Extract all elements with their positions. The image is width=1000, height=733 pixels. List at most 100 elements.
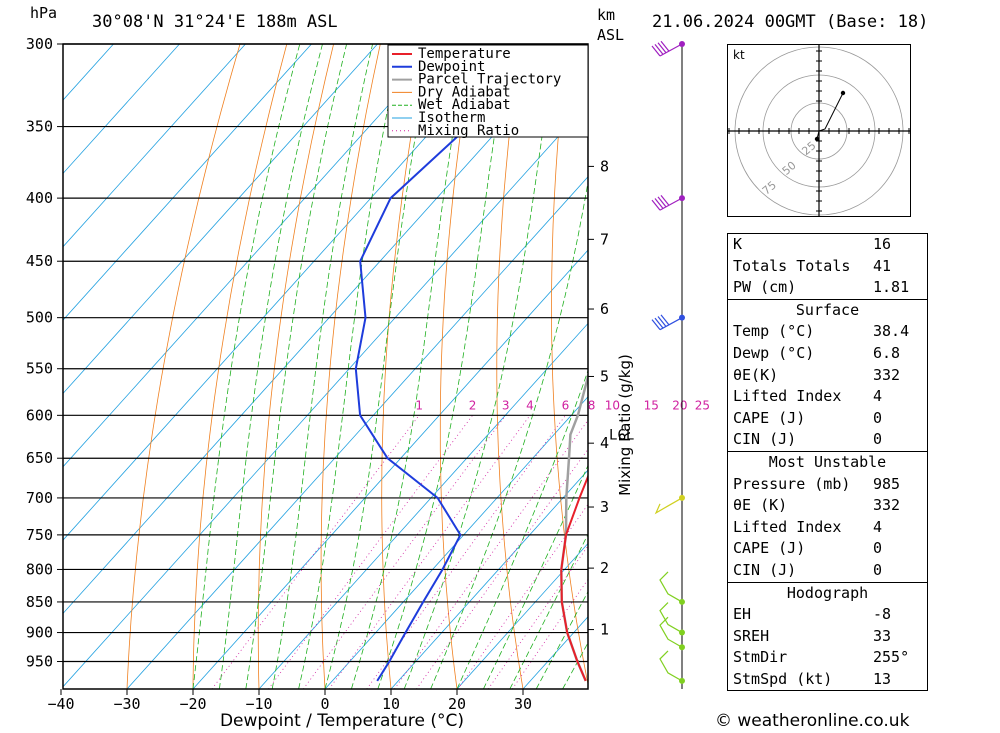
most-unstable-index-label: θE (K) bbox=[733, 496, 788, 515]
hodograph-ring-label: 50 bbox=[780, 159, 799, 178]
hodograph-index-value: 33 bbox=[873, 626, 892, 645]
isotherm-line bbox=[63, 44, 576, 615]
index-label: PW (cm) bbox=[733, 278, 797, 297]
x-axis-label: Dewpoint / Temperature (°C) bbox=[220, 711, 464, 731]
mixing-ratio-label: 20 bbox=[672, 398, 687, 412]
legend-entry: Dewpoint bbox=[418, 59, 485, 75]
hodograph-index-label: SREH bbox=[733, 626, 770, 645]
wet-adiabat-line bbox=[483, 464, 588, 689]
pressure-tick-label: 750 bbox=[26, 526, 53, 544]
wind-barb bbox=[651, 314, 683, 331]
pressure-tick-label: 300 bbox=[26, 35, 53, 53]
datetime-title: 21.06.2024 00GMT (Base: 18) bbox=[652, 12, 929, 32]
temperature-tick-label: −40 bbox=[47, 695, 74, 713]
km-tick-label: 1 bbox=[600, 621, 609, 639]
dry-adiabat-line bbox=[656, 44, 720, 689]
isotherm-line bbox=[192, 249, 588, 689]
surface-index-value: 0 bbox=[873, 430, 883, 449]
surface-index-row: CAPE (J) 0 bbox=[728, 408, 927, 430]
dry-adiabat-line bbox=[551, 44, 588, 687]
dry-adiabat-line bbox=[257, 44, 334, 689]
mixing-ratio-line bbox=[268, 415, 473, 689]
mixing-ratio-label: 10 bbox=[605, 398, 620, 412]
most-unstable-title: Most Unstable bbox=[768, 452, 887, 471]
legend-entry: Dry Adiabat bbox=[418, 84, 511, 100]
hodograph-point bbox=[814, 136, 820, 142]
surface-index-value: 332 bbox=[873, 365, 901, 384]
index-value: 41 bbox=[873, 256, 892, 275]
pressure-unit: hPa bbox=[30, 4, 58, 22]
wet-adiabat-line bbox=[245, 44, 347, 689]
most-unstable-index-label: Pressure (mb) bbox=[733, 474, 851, 493]
mixing-ratio-line bbox=[394, 419, 588, 689]
most-unstable-index-row: θE (K) 332 bbox=[728, 495, 927, 517]
surface-index-value: 6.8 bbox=[873, 343, 901, 362]
most-unstable-index-row: Lifted Index 4 bbox=[728, 517, 927, 539]
surface-index-value: 0 bbox=[873, 408, 883, 427]
dry-adiabat-line bbox=[320, 44, 381, 689]
mixing-ratio-label: 6 bbox=[562, 398, 570, 412]
index-value: 16 bbox=[873, 235, 892, 253]
index-label: Totals Totals bbox=[733, 256, 851, 275]
hodograph-index-row: StmDir 255° bbox=[728, 647, 927, 669]
most-unstable-index-row: Pressure (mb) 985 bbox=[728, 474, 927, 496]
pressure-tick-label: 500 bbox=[26, 309, 53, 327]
skew-t-chart: 3003504004505005506006507007508008509009… bbox=[26, 35, 720, 731]
surface-index-label: θE(K) bbox=[733, 365, 779, 384]
pressure-tick-label: 350 bbox=[26, 118, 53, 136]
index-row: PW (cm) 1.81 bbox=[728, 277, 927, 299]
index-row: Totals Totals 41 bbox=[728, 256, 927, 278]
wet-adiabat-line bbox=[430, 179, 588, 689]
dry-adiabat-line bbox=[706, 44, 720, 689]
surface-index-value: 4 bbox=[873, 387, 883, 406]
mixing-ratio-line bbox=[328, 415, 531, 689]
wind-barb bbox=[659, 616, 683, 648]
mixing-ratio-line bbox=[416, 448, 588, 689]
wind-barb bbox=[651, 40, 683, 57]
legend-entry: Temperature bbox=[418, 46, 511, 62]
legend-entry: Mixing Ratio bbox=[418, 123, 519, 139]
pressure-tick-label: 800 bbox=[26, 560, 53, 578]
wind-barb bbox=[659, 650, 683, 682]
wet-adiabat-line bbox=[377, 44, 509, 689]
temperature-tick-label: −20 bbox=[179, 695, 206, 713]
surface-index-label: CIN (J) bbox=[733, 430, 797, 449]
wet-adiabat-line bbox=[219, 44, 323, 689]
isotherm-line bbox=[63, 102, 588, 688]
lcl-label: LCL bbox=[609, 428, 634, 444]
hodograph-trace bbox=[816, 92, 844, 140]
dry-adiabat-line bbox=[439, 44, 475, 689]
temperature-tick-label: 0 bbox=[320, 695, 329, 713]
isotherm-line bbox=[63, 44, 246, 248]
wet-adiabat-line bbox=[535, 590, 588, 689]
hodograph-point bbox=[840, 90, 846, 96]
pressure-tick-label: 550 bbox=[26, 360, 53, 378]
mixing-ratio-label: 2 bbox=[469, 398, 477, 412]
mixing-ratio-line bbox=[511, 578, 588, 689]
hodograph-index-value: 13 bbox=[873, 669, 892, 688]
hodograph-index-label: StmSpd (kt) bbox=[733, 669, 833, 688]
hodograph-index-label: EH bbox=[733, 605, 752, 624]
pressure-tick-label: 650 bbox=[26, 449, 53, 467]
surface-index-row: Dewp (°C) 6.8 bbox=[728, 343, 927, 365]
most-unstable-index-row: CAPE (J) 0 bbox=[728, 538, 927, 560]
wet-adiabat-line bbox=[351, 44, 469, 689]
km-tick-label: 3 bbox=[600, 498, 609, 516]
dry-adiabat-line bbox=[381, 44, 428, 689]
dry-adiabat-line bbox=[192, 44, 288, 689]
hodograph-index-row: SREH 33 bbox=[728, 626, 927, 648]
legend-entry: Wet Adiabat bbox=[418, 97, 511, 113]
wet-adiabat-line bbox=[192, 44, 301, 689]
copyright-footer[interactable]: © weatheronline.co.uk bbox=[715, 711, 910, 731]
mixing-ratio-axis-label: Mixing Ratio (g/kg) bbox=[616, 354, 634, 496]
km-tick-label: 5 bbox=[600, 367, 609, 385]
hodograph-ring-label: 75 bbox=[760, 179, 779, 198]
height-unit: km bbox=[597, 6, 616, 24]
most-unstable-index-label: CIN (J) bbox=[733, 560, 797, 579]
dewpoint-profile bbox=[354, 44, 470, 682]
most-unstable-index-row: CIN (J) 0 bbox=[728, 560, 927, 582]
wet-adiabat-line bbox=[403, 44, 556, 689]
parcel-trajectory bbox=[560, 371, 588, 682]
mixing-ratio-line bbox=[366, 415, 566, 689]
